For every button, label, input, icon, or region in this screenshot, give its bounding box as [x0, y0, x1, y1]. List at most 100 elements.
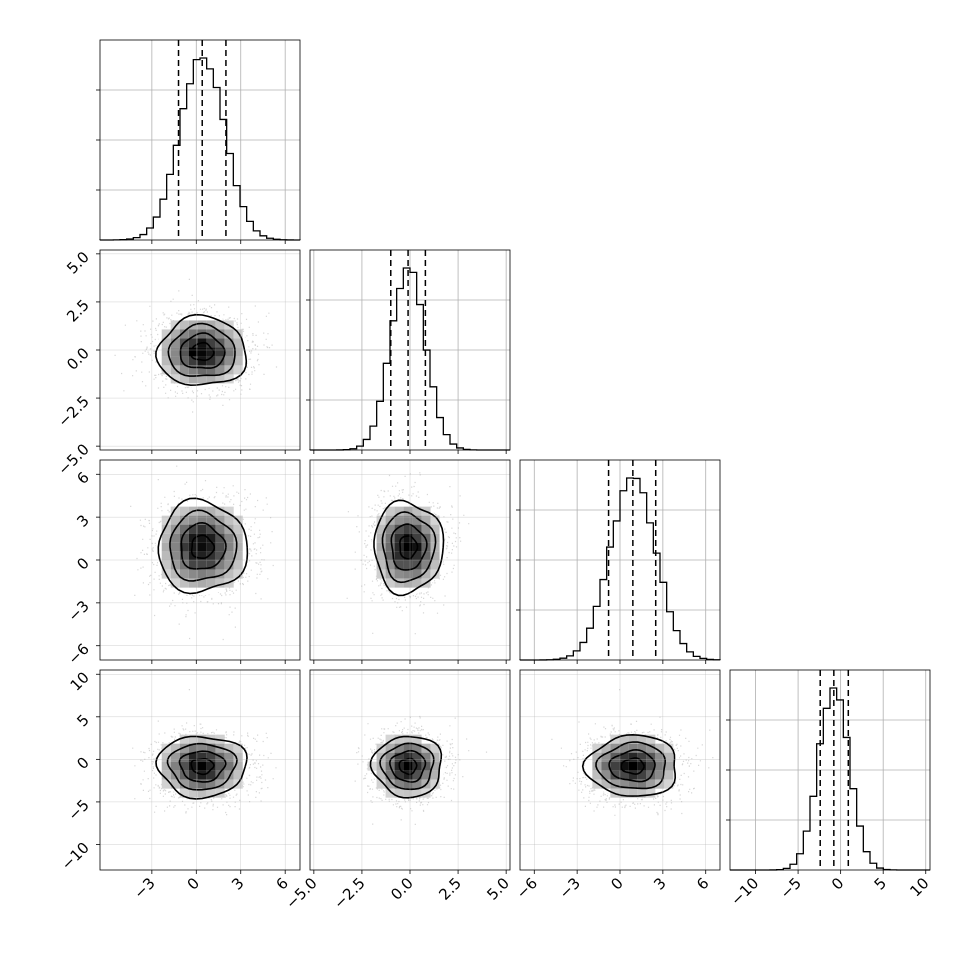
contour-line-1	[179, 332, 226, 369]
density-cell	[394, 560, 404, 570]
density-cell	[610, 779, 620, 789]
density-cell	[592, 761, 602, 771]
density-cell	[233, 338, 243, 348]
density-panel-3-0	[96, 669, 301, 874]
density-cell	[376, 515, 386, 525]
density-cell	[179, 788, 189, 798]
density-cell	[224, 356, 234, 366]
density-cell	[646, 734, 656, 744]
density-cell	[601, 743, 611, 753]
density-cell	[430, 752, 440, 762]
density-cell	[197, 761, 207, 771]
density-cell	[385, 578, 395, 588]
density-cell	[233, 533, 243, 543]
density-cell	[637, 788, 647, 798]
density-cell	[179, 734, 189, 744]
density-cell	[206, 569, 216, 579]
density-cell	[421, 752, 431, 762]
density-cell	[215, 770, 225, 780]
density-cell	[170, 560, 180, 570]
density-cell	[188, 569, 198, 579]
density-cell	[385, 560, 395, 570]
density-cell	[206, 560, 216, 570]
contour-line-1	[178, 750, 227, 783]
density-cell	[170, 578, 180, 588]
x-tick-label: −5	[777, 874, 805, 902]
density-cell	[179, 320, 189, 330]
density-cell	[592, 752, 602, 762]
density-cell	[170, 533, 180, 543]
density-cell	[188, 770, 198, 780]
density-cell	[161, 770, 171, 780]
density-cell	[394, 515, 404, 525]
x-tick-label: 0	[607, 874, 626, 893]
density-cell	[179, 779, 189, 789]
contour-line-0	[398, 757, 418, 776]
contour-line-2	[379, 742, 435, 791]
density-cell	[224, 569, 234, 579]
density-cell	[197, 542, 207, 552]
density-cell	[646, 761, 656, 771]
density-cell	[637, 770, 647, 780]
density-cell	[394, 506, 404, 516]
density-cell	[197, 524, 207, 534]
density-cell	[197, 569, 207, 579]
density-cell	[385, 734, 395, 744]
y-tick-label: −5.0	[54, 440, 92, 478]
density-cell	[161, 365, 171, 375]
density-cell	[215, 524, 225, 534]
x-tick-label: −2.5	[330, 874, 368, 912]
density-cell	[376, 542, 386, 552]
density-cell	[655, 743, 665, 753]
density-cell	[385, 524, 395, 534]
density-cell	[170, 551, 180, 561]
density-cell	[601, 752, 611, 762]
contour-line-3	[373, 499, 445, 597]
density-cell	[394, 752, 404, 762]
density-cell	[403, 515, 413, 525]
y-tick-label: 6	[73, 468, 92, 487]
density-cell	[215, 569, 225, 579]
density-cell	[233, 347, 243, 357]
density-cell	[197, 770, 207, 780]
x-tick-label: −10	[727, 874, 762, 909]
density-layer	[354, 715, 488, 825]
density-cell	[215, 347, 225, 357]
density-cell	[385, 770, 395, 780]
density-cell	[421, 770, 431, 780]
density-cell	[188, 365, 198, 375]
density-cell	[421, 569, 431, 579]
contour-line-2	[166, 742, 238, 791]
density-cell	[664, 743, 674, 753]
density-cell	[394, 542, 404, 552]
density-cell	[188, 542, 198, 552]
contour-line-0	[620, 757, 645, 775]
density-cell	[655, 761, 665, 771]
y-tick-label: 0.0	[63, 344, 93, 374]
density-cell	[161, 779, 171, 789]
density-cell	[224, 338, 234, 348]
density-cell	[215, 506, 225, 516]
density-cell	[197, 515, 207, 525]
density-cell	[385, 515, 395, 525]
density-cell	[394, 578, 404, 588]
density-cell	[206, 533, 216, 543]
density-cell	[421, 551, 431, 561]
density-cell	[412, 515, 422, 525]
density-cell	[376, 560, 386, 570]
density-cell	[233, 770, 243, 780]
contour-line-0	[190, 534, 216, 559]
density-cell	[179, 551, 189, 561]
x-tick-label: 10	[906, 874, 932, 900]
density-cell	[412, 779, 422, 789]
density-cell	[197, 743, 207, 753]
density-cell	[170, 374, 180, 384]
density-cell	[188, 356, 198, 366]
density-cell	[215, 542, 225, 552]
density-cell	[170, 515, 180, 525]
density-panel-3-1	[309, 669, 511, 874]
density-cell	[179, 356, 189, 366]
density-cell	[206, 542, 216, 552]
density-cell	[215, 356, 225, 366]
density-cell	[421, 524, 431, 534]
